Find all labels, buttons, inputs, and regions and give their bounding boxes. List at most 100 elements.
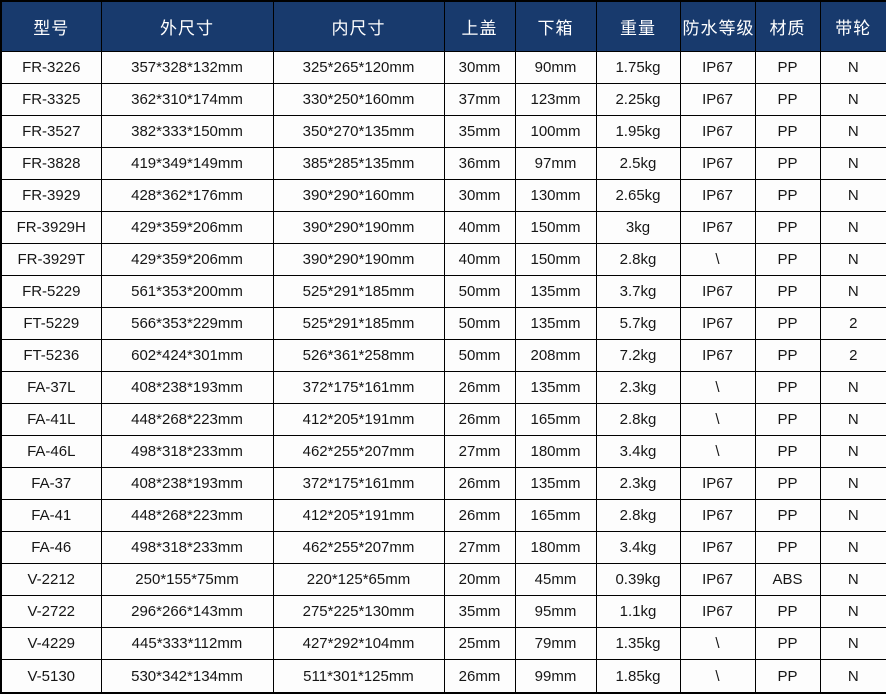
spec-cell: N: [819, 146, 886, 180]
header-row: 型号 外尺寸 内尺寸 上盖 下箱 重量 防水等级 材质 带轮: [0, 0, 886, 52]
spec-cell: PP: [754, 50, 821, 84]
spec-cell: 150mm: [514, 242, 597, 276]
spec-cell: PP: [754, 370, 821, 405]
spec-cell: IP67: [679, 50, 756, 84]
spec-cell: 390*290*160mm: [272, 178, 445, 212]
spec-cell: PP: [754, 403, 821, 437]
spec-cell: 2.3kg: [595, 467, 681, 501]
spec-cell: N: [819, 659, 886, 694]
spec-cell: IP67: [679, 338, 756, 372]
model-cell: FT-5229: [0, 306, 102, 340]
model-cell: FR-3226: [0, 50, 102, 84]
table-header: 型号 外尺寸 内尺寸 上盖 下箱 重量 防水等级 材质 带轮: [0, 0, 886, 52]
spec-cell: IP67: [679, 82, 756, 116]
spec-cell: PP: [754, 627, 821, 661]
spec-cell: IP67: [679, 595, 756, 629]
spec-cell: PP: [754, 242, 821, 276]
spec-cell: 602*424*301mm: [100, 338, 274, 372]
model-cell: V-2722: [0, 595, 102, 629]
spec-cell: 1.1kg: [595, 595, 681, 629]
spec-cell: PP: [754, 210, 821, 244]
model-cell: V-5130: [0, 659, 102, 694]
spec-cell: N: [819, 274, 886, 308]
spec-cell: IP67: [679, 178, 756, 212]
spec-cell: 566*353*229mm: [100, 306, 274, 340]
spec-cell: 2.5kg: [595, 146, 681, 180]
spec-cell: 372*175*161mm: [272, 370, 445, 405]
table-row: V-2722 296*266*143mm 275*225*130mm 35mm 95mm…: [0, 595, 886, 629]
spec-cell: IP67: [679, 274, 756, 308]
spec-cell: 408*238*193mm: [100, 467, 274, 501]
spec-cell: IP67: [679, 306, 756, 340]
spec-cell: PP: [754, 274, 821, 308]
spec-cell: 30mm: [443, 178, 516, 212]
model-cell: FR-3929T: [0, 242, 102, 276]
spec-cell: N: [819, 627, 886, 661]
spec-cell: 2.65kg: [595, 178, 681, 212]
spec-cell: 1.95kg: [595, 114, 681, 148]
spec-cell: 165mm: [514, 403, 597, 437]
spec-cell: 2.8kg: [595, 499, 681, 533]
spec-cell: 445*333*112mm: [100, 627, 274, 661]
spec-cell: 462*255*207mm: [272, 435, 445, 469]
spec-cell: 135mm: [514, 274, 597, 308]
spec-cell: 2: [819, 338, 886, 372]
spec-cell: 50mm: [443, 274, 516, 308]
spec-cell: 390*290*190mm: [272, 210, 445, 244]
spec-cell: 2.25kg: [595, 82, 681, 116]
spec-cell: N: [819, 563, 886, 597]
table-row: FA-41L 448*268*223mm 412*205*191mm 26mm 165m…: [0, 403, 886, 437]
spec-cell: 30mm: [443, 50, 516, 84]
spec-cell: 525*291*185mm: [272, 306, 445, 340]
model-cell: FR-5229: [0, 274, 102, 308]
column-header: 材质: [754, 0, 821, 52]
model-cell: FA-37: [0, 467, 102, 501]
spec-cell: 135mm: [514, 370, 597, 405]
spec-cell: 350*270*135mm: [272, 114, 445, 148]
spec-cell: 90mm: [514, 50, 597, 84]
spec-cell: 250*155*75mm: [100, 563, 274, 597]
spec-cell: 2.8kg: [595, 403, 681, 437]
model-cell: FA-41L: [0, 403, 102, 437]
table-row: FR-3828 419*349*149mm 385*285*135mm 36mm 97m…: [0, 146, 886, 180]
table-row: FA-46 498*318*233mm 462*255*207mm 27mm 180mm…: [0, 531, 886, 565]
column-header: 型号: [0, 0, 102, 52]
table-row: V-4229 445*333*112mm 427*292*104mm 25mm 79mm…: [0, 627, 886, 661]
spec-cell: PP: [754, 531, 821, 565]
spec-cell: 123mm: [514, 82, 597, 116]
table-row: FR-3226 357*328*132mm 325*265*120mm 30mm 90m…: [0, 50, 886, 84]
model-cell: V-4229: [0, 627, 102, 661]
column-header: 外尺寸: [100, 0, 274, 52]
spec-cell: 0.39kg: [595, 563, 681, 597]
spec-cell: 561*353*200mm: [100, 274, 274, 308]
spec-cell: 3.4kg: [595, 531, 681, 565]
spec-cell: \: [679, 659, 756, 694]
table-row: FR-3325 362*310*174mm 330*250*160mm 37mm 123…: [0, 82, 886, 116]
spec-cell: N: [819, 178, 886, 212]
spec-cell: N: [819, 403, 886, 437]
spec-cell: 3kg: [595, 210, 681, 244]
spec-cell: 27mm: [443, 531, 516, 565]
spec-cell: N: [819, 531, 886, 565]
spec-cell: 427*292*104mm: [272, 627, 445, 661]
spec-cell: N: [819, 114, 886, 148]
spec-cell: 26mm: [443, 467, 516, 501]
spec-cell: 95mm: [514, 595, 597, 629]
spec-cell: 362*310*174mm: [100, 82, 274, 116]
spec-cell: 2.8kg: [595, 242, 681, 276]
spec-cell: 7.2kg: [595, 338, 681, 372]
table-row: FR-3929 428*362*176mm 390*290*160mm 30mm 130…: [0, 178, 886, 212]
table-row: FT-5236 602*424*301mm 526*361*258mm 50mm 208…: [0, 338, 886, 372]
spec-cell: PP: [754, 435, 821, 469]
spec-cell: PP: [754, 499, 821, 533]
spec-cell: 97mm: [514, 146, 597, 180]
column-header: 上盖: [443, 0, 516, 52]
spec-cell: 2: [819, 306, 886, 340]
spec-cell: 220*125*65mm: [272, 563, 445, 597]
spec-cell: \: [679, 370, 756, 405]
spec-cell: 429*359*206mm: [100, 210, 274, 244]
model-cell: FA-46L: [0, 435, 102, 469]
spec-cell: PP: [754, 306, 821, 340]
spec-cell: 180mm: [514, 531, 597, 565]
